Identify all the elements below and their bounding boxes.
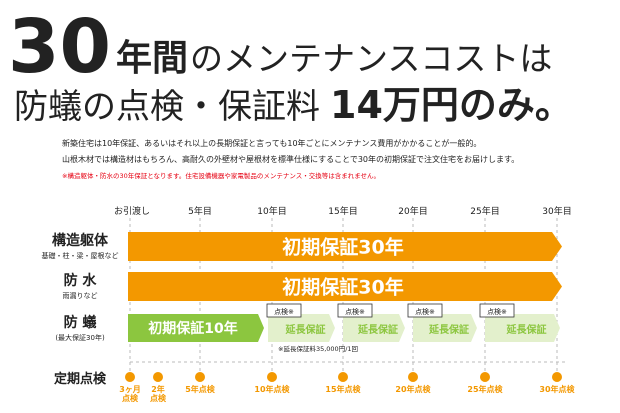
extended-label: 延長保証 [428,323,469,336]
extended-label: 延長保証 [506,323,547,336]
inspection-dot [408,372,418,382]
year-label: 30年目 [542,205,571,217]
inspection-box [479,303,515,318]
inspection-point: 25年点検 [467,384,503,394]
inspection-point: 20年点検 [395,384,431,394]
extended-label: 延長保証 [357,323,398,336]
timeline-years: 5年目 10年目 15年目 20年目 25年目 30年目 [188,205,572,217]
body-note: ※構造躯体・防水の30年保証となります。住宅設備機器や家電製品のメンテナンス・交… [62,171,380,180]
title-price: 14万円のみ。 [330,83,573,127]
title-unit: 年間 [116,38,188,79]
inspection-point: 2年 [151,384,165,394]
year-label: 20年目 [398,205,427,217]
initial-bar [128,314,264,342]
inspection-dot [552,372,562,382]
row-label: 防 蟻 [64,314,97,331]
inspection-point: 30年点検 [539,384,575,394]
inspection-dot [267,372,277,382]
fee-note: ※延長保証料35,000円/1回 [278,344,358,353]
title-rest: のメンテナンスコストは [190,39,552,78]
row-label: 防 水 [64,272,98,289]
year-label: 15年目 [328,205,357,217]
inspection-label: 点検※ [345,307,365,316]
inspection-point: 3ヶ月 [119,385,141,394]
extended-label: 延長保証 [285,323,326,336]
inspection-point: 5年点検 [185,384,216,394]
inspection-box [266,303,302,318]
year-label: 5年目 [188,205,212,217]
row-sublabel: 雨漏りなど [63,291,98,300]
inspection-dot [153,372,163,382]
inspection-label: 点検※ [415,307,435,316]
extended-bar [413,314,477,342]
extended-bar [485,314,560,342]
inspection-box [407,303,443,318]
inspection-point: 10年点検 [254,384,290,394]
row-sublabel: 基礎・柱・梁・屋根など [42,251,119,260]
inspection-point: 15年点検 [325,384,361,394]
title-line2: 防蟻の点検・保証料 [14,87,320,127]
initial-label: 初期保証10年 [148,320,237,337]
inspection-dot [125,372,135,382]
bar-label: 初期保証30年 [282,276,403,299]
row-sublabel: (最大保証30年) [55,333,105,342]
timeline-start: お引渡し [114,205,150,217]
extended-bar [268,314,335,342]
inspection-point: 点検 [150,393,167,403]
termite-row: 防 蟻 (最大保証30年) 初期保証10年 延長保証 点検※ 延長保証 点検※ 延長保証 点検※… [55,303,560,353]
title-number: 30 [8,4,111,90]
inspection-dot [338,372,348,382]
warranty-bar [128,232,562,261]
row-label: 定期点検 [53,371,107,387]
year-label: 10年目 [257,205,286,217]
inspection-point: 点検 [122,393,139,403]
warranty-bar [128,272,562,301]
inspection-label: 点検※ [487,307,507,316]
body-line: 山根木材では構造材はもちろん、高耐久の外壁材や屋根材を標準仕様にすることで30年… [62,154,519,164]
inspection-dot [195,372,205,382]
bar-label: 初期保証30年 [282,236,403,259]
inspection-box [337,303,373,318]
extended-bar [343,314,405,342]
body-line: 新築住宅は10年保証、あるいはそれ以上の長期保証と言っても10年ごとにメンテナン… [62,138,481,148]
year-label: 25年目 [470,205,499,217]
inspection-dot [480,372,490,382]
row-label: 構造躯体 [52,232,109,249]
inspection-label: 点検※ [274,307,294,316]
